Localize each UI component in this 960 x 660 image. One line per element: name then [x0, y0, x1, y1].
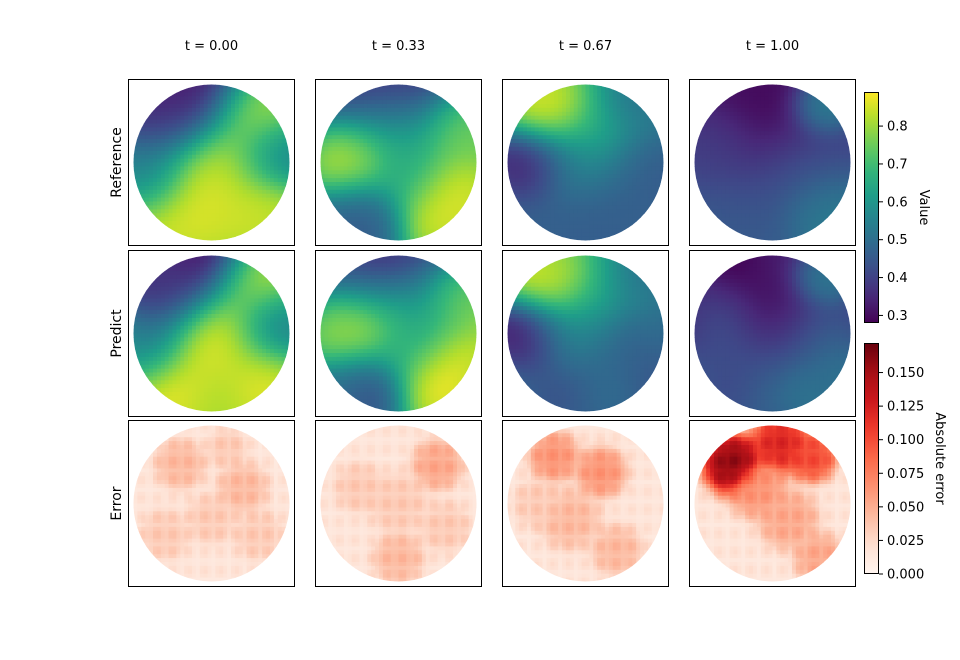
colorbar-tick-label: 0.025 — [887, 534, 924, 549]
panel-frame — [315, 420, 482, 587]
colorbar-tick-label: 0.075 — [887, 467, 924, 482]
colorbar-tick-label: 0.000 — [887, 568, 924, 583]
colorbar-tick-label: 0.050 — [887, 500, 924, 515]
column-title: t = 0.00 — [185, 39, 238, 54]
row-label: Reference — [109, 127, 125, 198]
column-title: t = 0.67 — [559, 39, 612, 54]
colorbar-tick-label: 0.7 — [887, 157, 908, 172]
panel-predict-1 — [315, 250, 482, 417]
colorbar-tick-label: 0.100 — [887, 433, 924, 448]
panel-reference-2 — [502, 79, 669, 246]
panel-reference-3 — [689, 79, 856, 246]
panel-reference-0 — [128, 79, 295, 246]
panel-predict-3 — [689, 250, 856, 417]
colorbar-tick-label: 0.5 — [887, 233, 908, 248]
panel-frame — [502, 420, 669, 587]
colorbar-tick-label: 0.150 — [887, 366, 924, 381]
panel-error-3 — [689, 420, 856, 587]
panel-error-2 — [502, 420, 669, 587]
panel-predict-2 — [502, 250, 669, 417]
panel-frame — [689, 250, 856, 417]
column-title: t = 1.00 — [746, 39, 799, 54]
panel-frame — [128, 79, 295, 246]
colorbar-tick-label: 0.125 — [887, 400, 924, 415]
panel-frame — [502, 250, 669, 417]
panel-frame — [315, 250, 482, 417]
panel-reference-1 — [315, 79, 482, 246]
colorbar-tick-label: 0.3 — [887, 309, 908, 324]
colorbar-tick-label: 0.4 — [887, 271, 908, 286]
panel-frame — [502, 79, 669, 246]
row-label: Error — [109, 486, 125, 520]
value-colorbar: 0.3 0.4 0.5 0.6 0.7 0.8 Value — [864, 92, 931, 324]
panel-frame — [315, 79, 482, 246]
panel-frame — [128, 250, 295, 417]
panel-error-1 — [315, 420, 482, 587]
panel-error-0 — [128, 420, 295, 587]
colorbar-tick-label: 0.8 — [887, 120, 908, 135]
panel-predict-0 — [128, 250, 295, 417]
panel-frame — [128, 420, 295, 587]
column-title: t = 0.33 — [372, 39, 425, 54]
panel-frame — [689, 79, 856, 246]
panel-frame — [689, 420, 856, 587]
colorbar-tick-label: 0.6 — [887, 195, 908, 210]
error-colorbar: 0.000 0.025 0.050 0.075 0.100 0.125 0.150 Absol… — [864, 343, 947, 583]
row-label: Predict — [109, 309, 125, 358]
colorbar-label: Absolute error — [932, 412, 947, 505]
colorbar-label: Value — [916, 190, 931, 226]
